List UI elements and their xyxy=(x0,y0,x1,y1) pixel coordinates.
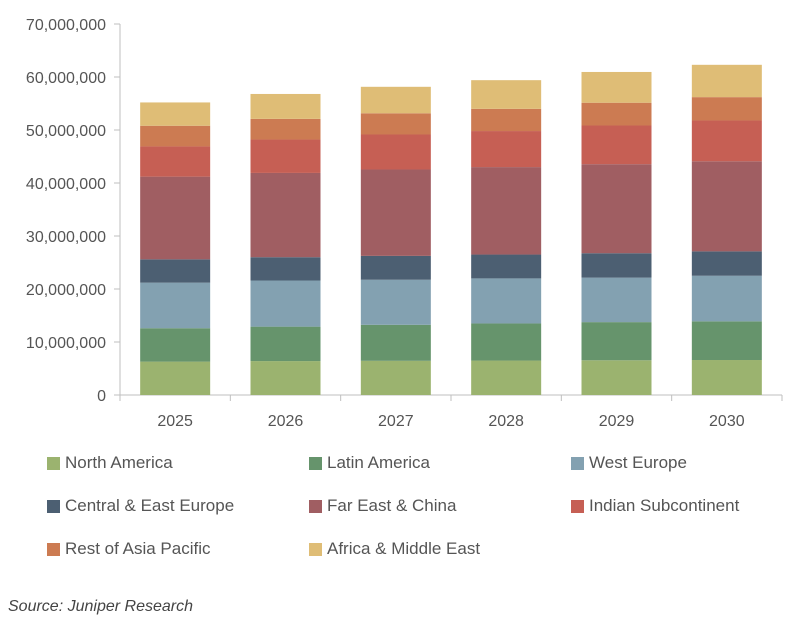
bar-segment xyxy=(360,169,431,256)
bar-segment xyxy=(691,161,762,252)
bar-segment xyxy=(140,361,211,395)
bar-segment xyxy=(471,254,542,279)
bar-segment xyxy=(360,134,431,170)
source-note: Source: Juniper Research xyxy=(8,598,193,615)
x-tick-label: 2027 xyxy=(378,413,414,430)
bar-segment xyxy=(360,279,431,325)
legend-item-latin-america: Latin America xyxy=(309,452,571,474)
legend-swatch xyxy=(571,456,584,470)
bar-segment xyxy=(140,102,211,126)
bar-segment xyxy=(360,86,431,114)
bar-segment xyxy=(581,360,652,395)
bar-segment xyxy=(691,64,762,98)
bar-segment xyxy=(140,328,211,362)
bar-segment xyxy=(140,146,211,177)
stacked-bar-chart: 0 10,000,000 20,000,000 30,000,000 40,000,00… xyxy=(26,17,783,430)
legend-label: North America xyxy=(65,453,173,472)
bar-segment xyxy=(471,278,542,324)
bar-segment xyxy=(250,326,321,362)
bar-segment xyxy=(471,131,542,168)
legend-swatch xyxy=(47,542,60,556)
bar-segment xyxy=(140,125,211,147)
legend-item-west-europe: West Europe xyxy=(571,452,787,474)
bar-segment xyxy=(250,118,321,140)
legend-item-africa-middle-east: Africa & Middle East xyxy=(309,538,571,560)
y-tick-label: 10,000,000 xyxy=(26,335,106,352)
bar-segment xyxy=(581,277,652,323)
bar-segment xyxy=(140,176,211,260)
bar-segment xyxy=(360,113,431,135)
y-tick-label: 70,000,000 xyxy=(26,17,106,34)
legend-item-north-america: North America xyxy=(47,452,309,474)
bar-segment xyxy=(471,80,542,109)
bar-segment xyxy=(250,172,321,258)
y-tick-label: 60,000,000 xyxy=(26,70,106,87)
y-tick-label: 50,000,000 xyxy=(26,123,106,140)
bar-segment xyxy=(471,108,542,132)
legend-label: Latin America xyxy=(327,453,430,472)
legend-item-indian-subcontinent: Indian Subcontinent xyxy=(571,495,787,517)
legend-swatch xyxy=(47,499,60,513)
x-tick-label: 2030 xyxy=(709,413,745,430)
bar-segment xyxy=(471,167,542,255)
bar-segment xyxy=(360,255,431,280)
bar-segment xyxy=(691,321,762,361)
bar-segment xyxy=(471,323,542,361)
y-tick-label: 30,000,000 xyxy=(26,229,106,246)
legend: North America Latin America West Europe … xyxy=(47,452,787,560)
bar-segment xyxy=(250,361,321,395)
bar-segment xyxy=(691,275,762,322)
bar-segment xyxy=(250,280,321,327)
bar-segment xyxy=(250,139,321,173)
bar-segment xyxy=(581,164,652,254)
legend-swatch xyxy=(47,456,60,470)
bar-segment xyxy=(691,97,762,121)
legend-swatch xyxy=(309,456,322,470)
legend-label: Indian Subcontinent xyxy=(589,496,740,515)
bar-segment xyxy=(471,360,542,395)
bar-segment xyxy=(691,251,762,276)
bar-segment xyxy=(250,93,321,119)
legend-swatch xyxy=(571,499,584,513)
bar-segment xyxy=(581,102,652,126)
bar-segment xyxy=(360,324,431,361)
x-tick-label: 2025 xyxy=(157,413,193,430)
y-tick-label: 40,000,000 xyxy=(26,176,106,193)
legend-label: Rest of Asia Pacific xyxy=(65,539,211,558)
bar-segment xyxy=(691,360,762,395)
bar-segment xyxy=(581,322,652,361)
legend-label: Far East & China xyxy=(327,496,457,515)
legend-label: Central & East Europe xyxy=(65,496,235,515)
bar-segment xyxy=(581,125,652,165)
legend-item-far-east-china: Far East & China xyxy=(309,495,571,517)
legend-swatch xyxy=(309,499,322,513)
bar-segment xyxy=(691,120,762,162)
legend-swatch xyxy=(309,542,322,556)
legend-label: Africa & Middle East xyxy=(327,539,481,558)
x-tick-label: 2029 xyxy=(599,413,635,430)
bar-segment xyxy=(360,360,431,395)
y-tick-label: 0 xyxy=(97,388,106,405)
bar-segment xyxy=(581,71,652,103)
x-tick-label: 2026 xyxy=(268,413,304,430)
x-tick-label: 2028 xyxy=(488,413,524,430)
bar-segment xyxy=(140,282,211,329)
y-tick-label: 20,000,000 xyxy=(26,282,106,299)
legend-label: West Europe xyxy=(589,453,687,472)
bar-segment xyxy=(250,257,321,281)
legend-item-central-east-europe: Central & East Europe xyxy=(47,495,309,517)
legend-item-rest-of-asia-pacific: Rest of Asia Pacific xyxy=(47,538,309,560)
bar-segment xyxy=(140,259,211,283)
bar-segment xyxy=(581,253,652,278)
